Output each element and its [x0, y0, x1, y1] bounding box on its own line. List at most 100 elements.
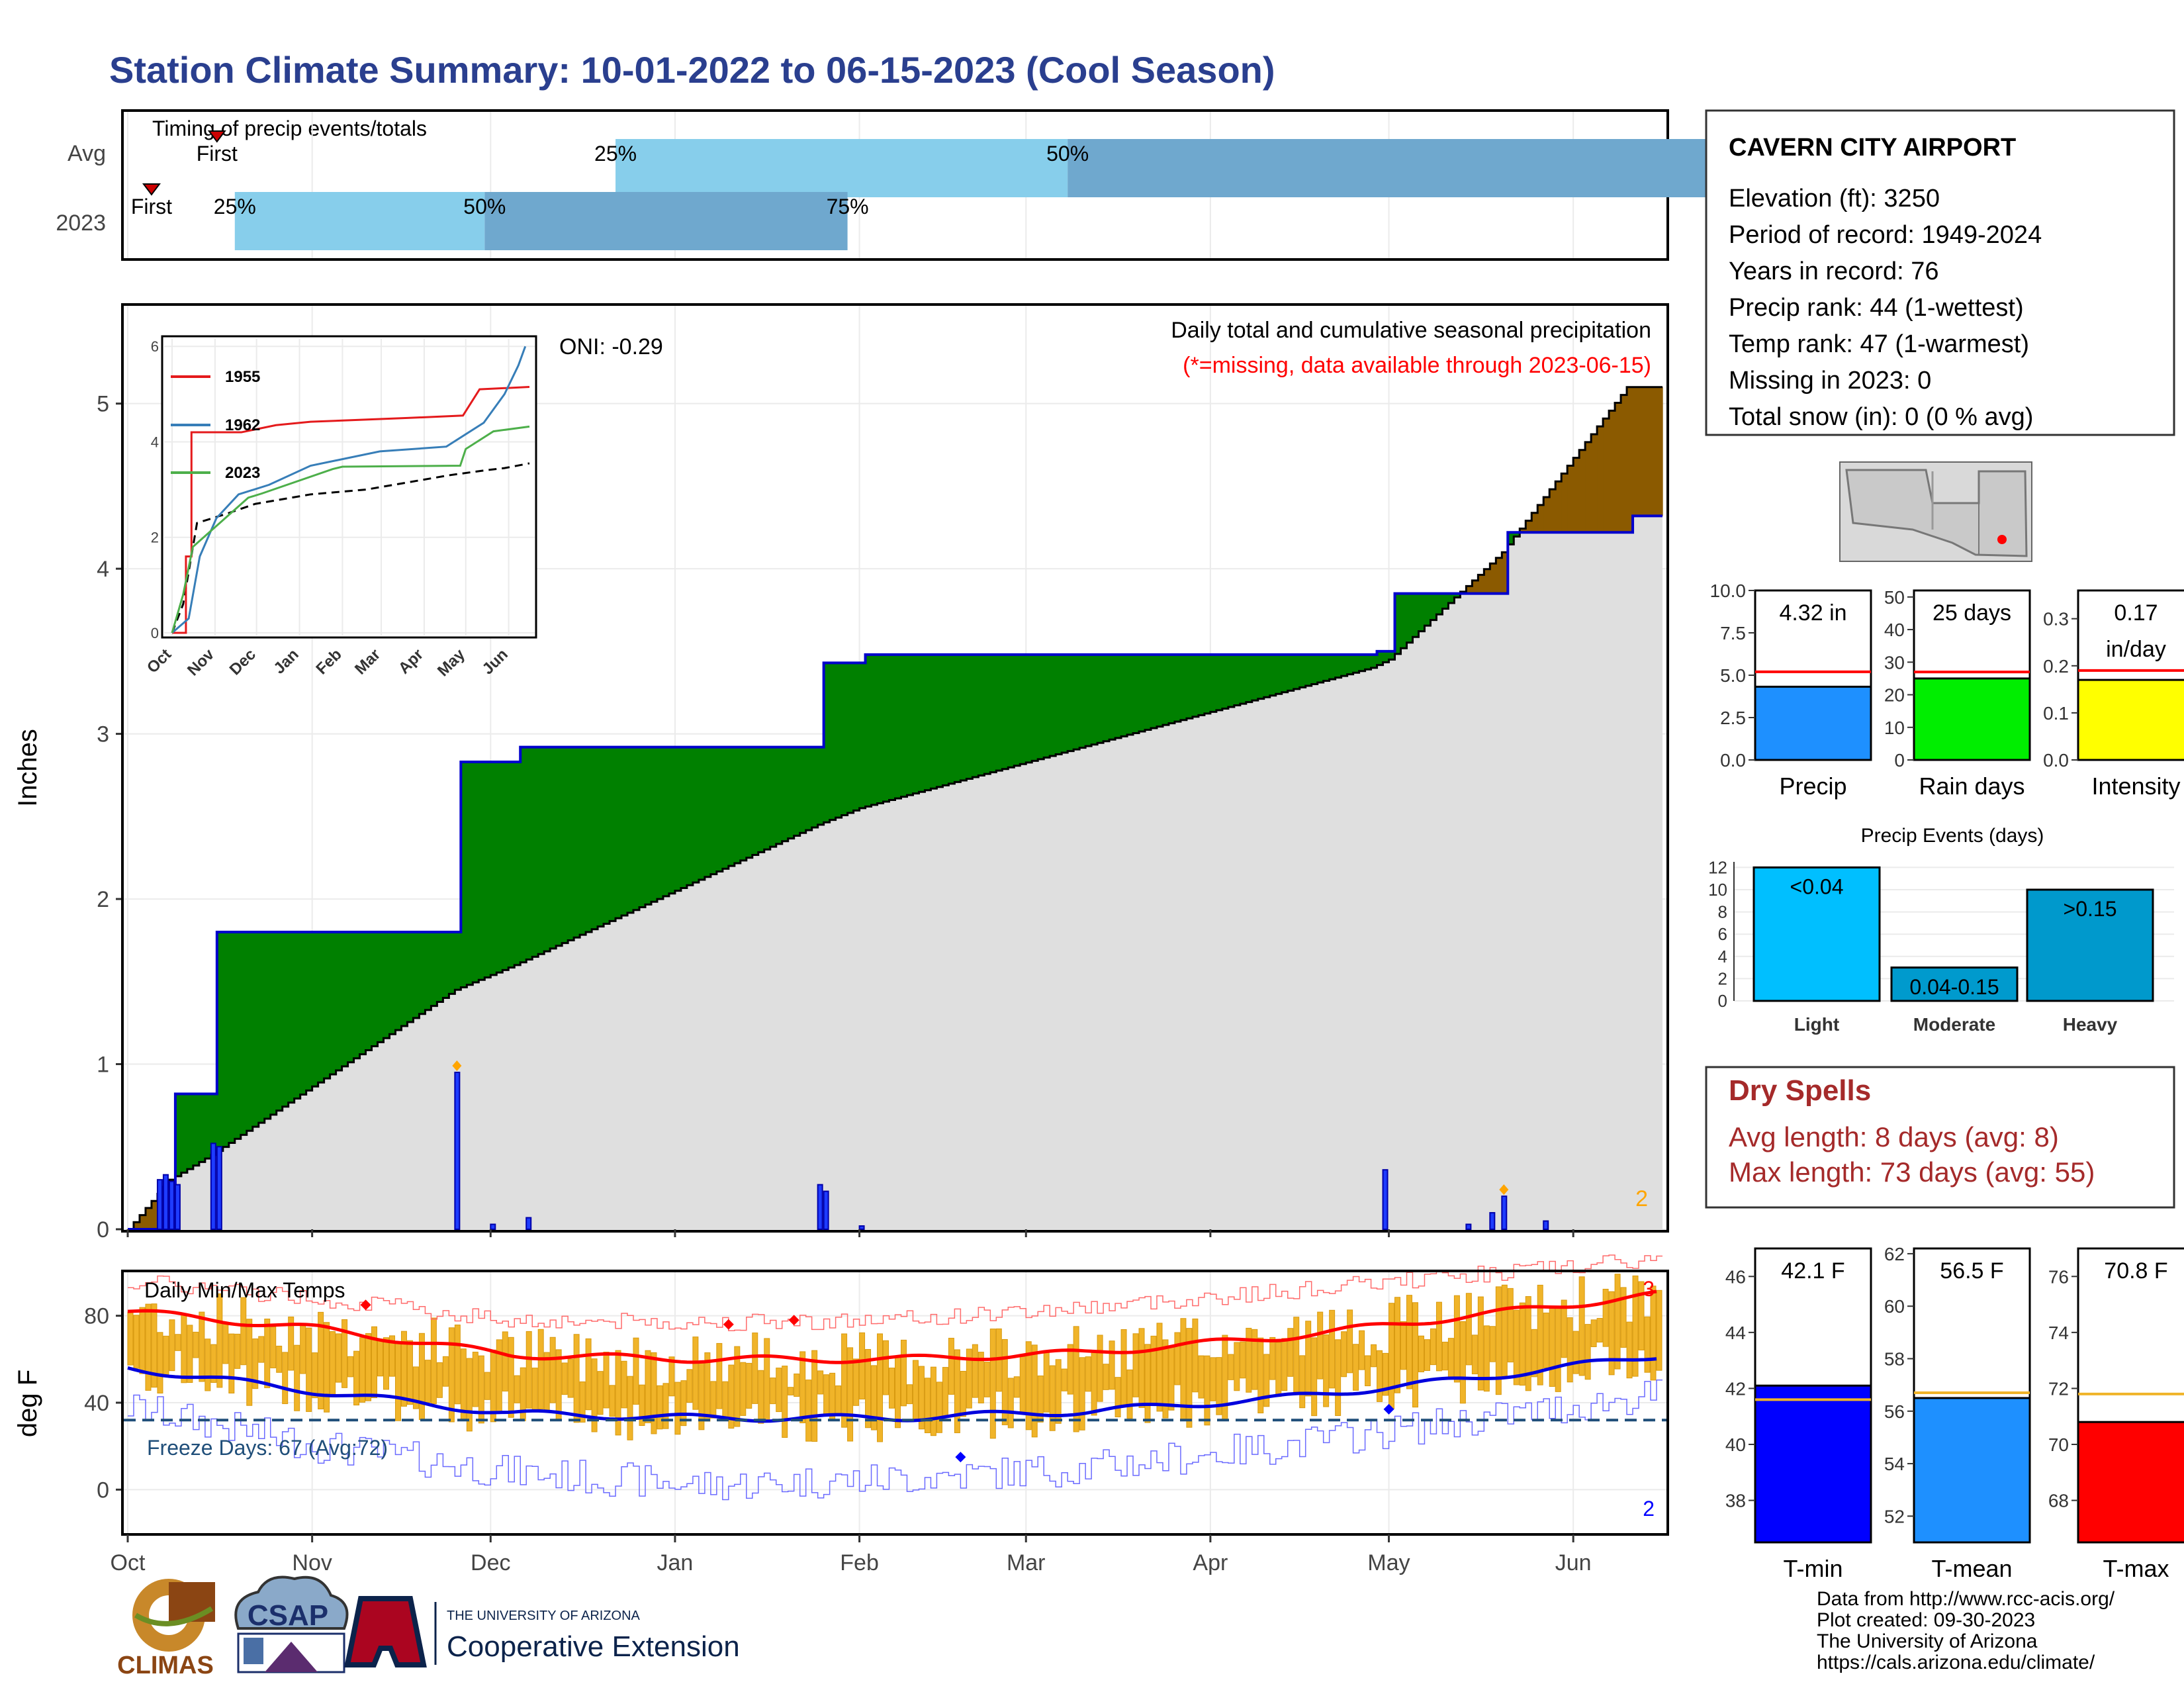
gauge-t-min-value: 42.1 F	[1781, 1258, 1844, 1284]
surplus-bar	[1002, 654, 1009, 769]
daily-temp-bar	[466, 1358, 473, 1432]
surplus-bar	[859, 663, 866, 808]
gauge-precip-tick-label: 7.5	[1720, 623, 1746, 643]
surplus-bar	[895, 654, 902, 799]
gauge-t-min-tick-label: 38	[1725, 1491, 1746, 1511]
surplus-bar	[526, 747, 533, 960]
surplus-bar	[598, 747, 604, 927]
gauge-t-max-value: 70.8 F	[2104, 1258, 2167, 1284]
daily-temp-bar	[1192, 1318, 1199, 1393]
daily-precip-bar	[1489, 1212, 1496, 1231]
daily-temp-bar	[591, 1358, 598, 1432]
events-category-label: Light	[1794, 1014, 1839, 1035]
daily-temp-bar	[133, 1315, 140, 1369]
daily-temp-bar	[1359, 1330, 1365, 1370]
daily-temp-bar	[817, 1370, 824, 1395]
deficit-bar	[1573, 457, 1580, 533]
gauge-intensity-tick-label: 0.2	[2043, 656, 2069, 677]
daily-temp-bar	[442, 1356, 449, 1387]
surplus-bar	[1145, 654, 1152, 730]
surplus-bar	[639, 747, 646, 908]
daily-temp-bar	[472, 1352, 478, 1407]
surplus-bar	[431, 931, 437, 1006]
surplus-bar	[580, 747, 586, 935]
daily-temp-bar	[710, 1381, 717, 1419]
gauge-precip-tick-label: 2.5	[1720, 708, 1746, 728]
surplus-bar	[502, 762, 509, 970]
surplus-bar	[662, 747, 670, 896]
daily-temp-bar	[895, 1355, 901, 1429]
daily-temp-bar	[359, 1337, 366, 1403]
daily-temp-bar	[1186, 1328, 1193, 1428]
daily-temp-bar	[1031, 1344, 1038, 1438]
surplus-bar	[1091, 654, 1098, 745]
gauge-rain-days-label: Rain days	[1919, 773, 2025, 800]
surplus-bar	[966, 654, 973, 779]
daily-temp-bar	[555, 1349, 562, 1421]
events-tick-label: 6	[1718, 924, 1727, 944]
surplus-bar	[306, 931, 313, 1091]
surplus-bar	[1454, 593, 1461, 598]
daily-temp-bar	[151, 1303, 158, 1388]
surplus-bar	[919, 654, 926, 792]
daily-temp-bar	[960, 1370, 966, 1417]
events-tick-label: 12	[1708, 857, 1727, 877]
daily-temp-bar	[692, 1336, 699, 1410]
station-missing: Missing in 2023: 0	[1729, 367, 1931, 395]
daily-temp-bar	[318, 1311, 324, 1410]
daily-precip-bar	[858, 1225, 865, 1231]
station-info-box: CAVERN CITY AIRPORT Elevation (ft): 3250…	[1705, 109, 2175, 436]
surplus-bar	[704, 747, 711, 877]
surplus-bar	[1412, 593, 1420, 637]
deficit-bar	[1549, 489, 1556, 533]
daily-temp-bar	[1543, 1312, 1549, 1368]
daily-temp-bar	[424, 1360, 431, 1403]
inset-legend-1962: 1962	[225, 416, 260, 434]
station-location-marker	[1997, 535, 2007, 544]
record-high-count: 3	[1643, 1277, 1655, 1301]
surplus-bar	[823, 663, 831, 823]
gauge-precip: 0.0 2.5 5.0 7.5 10.0 4.32 in Precip	[1710, 581, 1872, 800]
svg-text:CSAP: CSAP	[248, 1599, 328, 1632]
daily-temp-bar	[306, 1327, 312, 1412]
daily-temp-bar	[1019, 1356, 1026, 1413]
daily-temp-bar	[1156, 1323, 1163, 1412]
daily-temp-bar	[1347, 1309, 1353, 1374]
daily-temp-bar	[1400, 1321, 1407, 1370]
daily-temp-bar	[127, 1311, 134, 1366]
deficit-bar	[1579, 449, 1586, 533]
gauge-intensity-tick-label: 0.0	[2043, 750, 2069, 771]
surplus-bar	[181, 1094, 188, 1173]
gauge-t-min: 38 40 42 44 46 42.1 F T-min	[1725, 1247, 1872, 1582]
gauge-t-max-tick-label: 76	[2048, 1266, 2069, 1287]
daily-temp-bar	[906, 1384, 913, 1405]
daily-temp-bar	[1240, 1341, 1246, 1379]
surplus-bar	[330, 931, 337, 1075]
daily-temp-bar	[918, 1366, 925, 1430]
surplus-bar	[365, 931, 373, 1051]
gauge-rain-days: 0 10 20 30 40 50 25 days Rain days	[1884, 587, 2031, 800]
daily-temp-bar	[300, 1325, 306, 1374]
surplus-bar	[651, 747, 658, 902]
deficit-bar	[1502, 552, 1508, 594]
deficit-bar	[1657, 387, 1663, 516]
footer-url: https://cals.arizona.edu/climate/	[1817, 1652, 2095, 1673]
daily-temp-bar	[1120, 1329, 1127, 1407]
record-high-marker	[360, 1299, 371, 1311]
surplus-bar	[258, 931, 265, 1123]
surplus-bar	[627, 747, 634, 913]
surplus-bar	[770, 747, 777, 847]
daily-temp-bar	[1412, 1302, 1418, 1408]
surplus-bar	[657, 747, 664, 900]
record-high-marker	[788, 1315, 799, 1326]
daily-temp-bar	[1388, 1303, 1395, 1409]
surplus-bar	[574, 747, 580, 938]
station-years: Years in record: 76	[1729, 258, 1939, 285]
daily-temp-bar	[912, 1360, 919, 1421]
dry-spells-avg: Avg length: 8 days (avg: 8)	[1729, 1121, 2059, 1152]
extreme-count: 2	[1635, 1186, 1648, 1211]
inset-legend-2023: 2023	[225, 464, 260, 482]
surplus-bar	[1228, 654, 1235, 707]
daily-temp-bar	[603, 1352, 610, 1409]
daily-temp-bar	[770, 1378, 776, 1405]
